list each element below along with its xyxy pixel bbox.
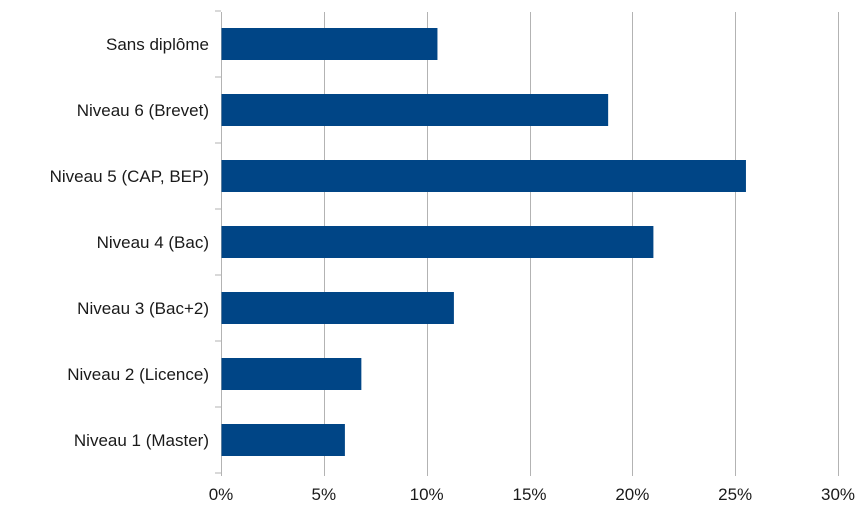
category-label: Niveau 5 (CAP, BEP) <box>50 167 209 186</box>
bar <box>221 358 362 390</box>
bars <box>221 28 746 456</box>
category-label: Niveau 3 (Bac+2) <box>77 299 209 318</box>
x-tick-label: 5% <box>312 485 337 504</box>
category-label: Niveau 1 (Master) <box>74 431 209 450</box>
bar <box>221 160 746 192</box>
x-tick-label: 25% <box>718 485 752 504</box>
x-tick-label: 30% <box>821 485 855 504</box>
x-tick-label: 15% <box>512 485 546 504</box>
bar <box>221 292 454 324</box>
category-label: Niveau 2 (Licence) <box>67 365 209 384</box>
x-tick-label: 10% <box>410 485 444 504</box>
bar <box>221 424 345 456</box>
category-label: Sans diplôme <box>106 35 209 54</box>
bar <box>221 28 438 60</box>
category-label: Niveau 4 (Bac) <box>97 233 209 252</box>
x-tick-label: 20% <box>615 485 649 504</box>
x-tick-labels: 0% 5% 10% 15% 20% 25% 30% <box>209 485 855 504</box>
bar <box>221 94 609 126</box>
bar <box>221 226 654 258</box>
category-labels: Sans diplôme Niveau 6 (Brevet) Niveau 5 (C… <box>50 35 209 450</box>
x-tick-label: 0% <box>209 485 234 504</box>
category-label: Niveau 6 (Brevet) <box>77 101 209 120</box>
